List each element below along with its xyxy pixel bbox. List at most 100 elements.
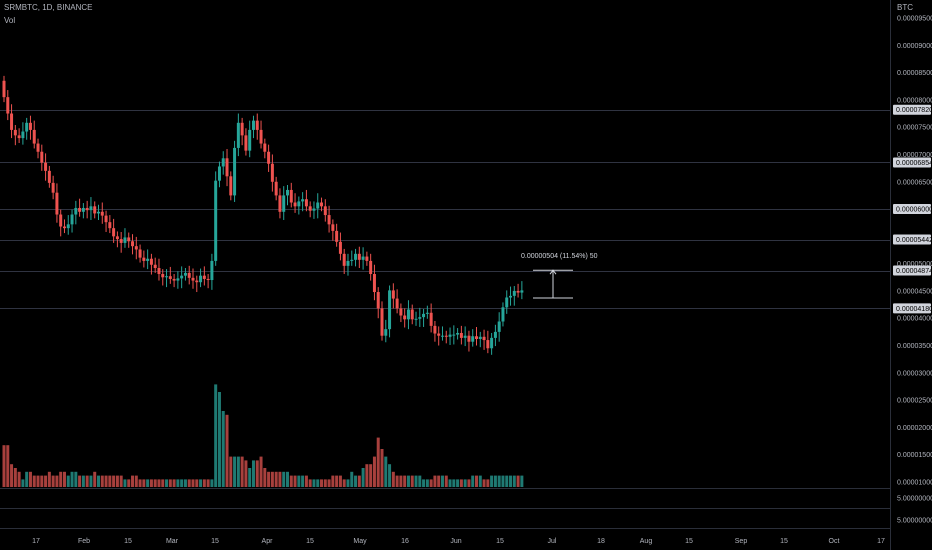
candle-body: [357, 253, 361, 260]
volume-bar: [157, 479, 161, 487]
volume-bar: [490, 475, 494, 487]
volume-bar: [512, 475, 516, 487]
candle-body: [391, 290, 395, 299]
volume-bar: [74, 471, 78, 487]
candle-body: [81, 207, 85, 212]
volume-bar: [59, 471, 63, 487]
candle-body: [89, 206, 93, 211]
candle-body: [183, 272, 187, 276]
volume-bar: [134, 475, 138, 487]
volume-bar: [452, 479, 456, 487]
candle-body: [119, 239, 123, 243]
volume-bar: [153, 479, 157, 487]
volume-bar: [10, 464, 14, 487]
volume-bar: [327, 479, 331, 487]
volume-bar: [81, 475, 85, 487]
candle-body: [161, 274, 165, 278]
volume-bar: [301, 475, 305, 487]
candle-body: [2, 80, 6, 98]
price-tag: [893, 234, 931, 245]
volume-bar: [486, 479, 490, 487]
price-tag-label: 0.00004874: [896, 268, 932, 275]
volume-bar: [376, 437, 380, 487]
candle-body: [282, 195, 286, 212]
volume-bar: [161, 479, 165, 487]
volume-bar: [78, 475, 82, 487]
measure-label: 0.00000504 (11.54%) 50: [521, 253, 598, 260]
price-tag-label: 0.00006000: [896, 207, 932, 214]
volume-bar: [2, 445, 6, 487]
volume-bar: [229, 456, 233, 487]
volume-bar: [202, 479, 206, 487]
volume-bar: [403, 475, 407, 487]
candle-body: [168, 276, 172, 279]
volume-bar: [399, 475, 403, 487]
volume-bar: [115, 475, 119, 487]
volume-bar: [85, 475, 89, 487]
y-axis-tick-label: 0.00009000: [897, 43, 932, 50]
currency-label: BTC: [897, 3, 913, 12]
x-axis-tick-label: Apr: [262, 538, 274, 545]
volume-bar: [388, 464, 392, 487]
candle-body: [429, 312, 433, 326]
x-axis-tick-label: Jul: [548, 538, 557, 545]
x-axis-tick-label: 17: [877, 538, 885, 545]
candle-body: [320, 202, 324, 207]
volume-bar: [21, 479, 25, 487]
volume-bar: [380, 449, 384, 487]
symbol-title: SRMBTC, 1D, BINANCE: [4, 3, 93, 12]
volume-bar: [516, 475, 520, 487]
candle-body: [297, 201, 301, 207]
candle-body: [308, 206, 312, 211]
candle-body: [36, 143, 40, 152]
x-axis-tick-label: Sep: [735, 538, 748, 545]
volume-bar: [467, 479, 471, 487]
volume-bar: [414, 475, 418, 487]
candle-body: [376, 292, 380, 309]
candle-body: [323, 206, 327, 216]
price-tag: [893, 303, 931, 314]
volume-bar: [267, 471, 271, 487]
volume-bar: [282, 471, 286, 487]
candle-body: [134, 246, 138, 250]
candle-body: [312, 208, 316, 211]
candle-body: [388, 290, 392, 330]
candle-body: [104, 215, 108, 223]
volume-bar: [520, 475, 524, 487]
candle-body: [240, 122, 244, 136]
y-axis-tick-label: 0.00007000: [897, 152, 932, 159]
candle-body: [501, 307, 505, 322]
candle-body: [202, 275, 206, 279]
candle-body: [146, 258, 150, 261]
candle-body: [425, 312, 429, 314]
candle-body: [97, 211, 100, 214]
volume-bar: [493, 475, 497, 487]
candle-body: [229, 176, 233, 196]
candle-body: [40, 151, 44, 163]
y-axis-tick-label: 0.00006500: [897, 179, 932, 186]
candle-body: [406, 309, 410, 320]
volume-bar: [429, 479, 433, 487]
volume-bar: [471, 475, 475, 487]
volume-bar: [93, 471, 97, 487]
x-axis-tick-label: 16: [401, 538, 409, 545]
volume-bar: [316, 479, 320, 487]
candle-body: [475, 336, 478, 339]
candle-body: [195, 280, 199, 283]
volume-bar: [357, 475, 361, 487]
volume-bar: [463, 479, 467, 487]
volume-bar: [47, 471, 51, 487]
volume-bar: [406, 475, 410, 487]
candle-body: [13, 129, 17, 136]
candle-body: [85, 207, 89, 211]
candle-body: [6, 97, 10, 114]
volume-bar: [308, 479, 312, 487]
x-axis-tick-label: Feb: [78, 538, 90, 545]
candle-body: [482, 336, 486, 341]
volume-bar: [40, 475, 44, 487]
candle-body: [414, 318, 418, 320]
measure-arrow-icon: [549, 269, 557, 275]
volume-bar: [142, 479, 146, 487]
candle-body: [100, 211, 104, 216]
